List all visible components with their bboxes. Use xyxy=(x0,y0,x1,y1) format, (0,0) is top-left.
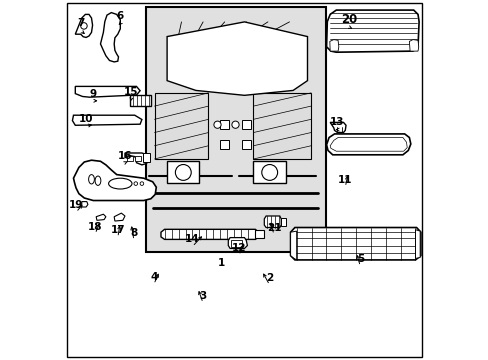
Polygon shape xyxy=(415,230,419,258)
Text: 3: 3 xyxy=(199,291,206,301)
Text: 10: 10 xyxy=(79,114,93,124)
Ellipse shape xyxy=(88,175,94,184)
Text: 1: 1 xyxy=(217,258,224,268)
Circle shape xyxy=(140,182,143,185)
Circle shape xyxy=(231,121,239,128)
Polygon shape xyxy=(96,214,106,220)
Text: 20: 20 xyxy=(340,13,356,26)
Polygon shape xyxy=(75,86,140,97)
Text: 21: 21 xyxy=(266,222,281,233)
Bar xyxy=(130,95,151,106)
Text: 8: 8 xyxy=(130,228,137,238)
Polygon shape xyxy=(81,202,88,207)
Bar xyxy=(127,156,133,161)
Text: 11: 11 xyxy=(337,175,352,185)
Bar xyxy=(241,120,250,129)
Circle shape xyxy=(261,165,277,180)
Polygon shape xyxy=(161,229,258,239)
Text: 13: 13 xyxy=(329,117,344,127)
Circle shape xyxy=(213,121,221,128)
Text: 5: 5 xyxy=(356,254,363,264)
Text: 14: 14 xyxy=(184,234,199,244)
Polygon shape xyxy=(408,40,418,51)
Polygon shape xyxy=(290,228,420,260)
Polygon shape xyxy=(329,40,338,51)
Bar xyxy=(220,140,229,149)
Polygon shape xyxy=(329,122,346,132)
Bar xyxy=(280,218,285,226)
Ellipse shape xyxy=(95,176,101,185)
Ellipse shape xyxy=(108,178,132,189)
Polygon shape xyxy=(253,161,285,184)
Text: 2: 2 xyxy=(265,273,273,283)
Polygon shape xyxy=(253,93,310,159)
Bar xyxy=(220,120,229,129)
Circle shape xyxy=(134,182,137,185)
Text: 15: 15 xyxy=(123,87,138,97)
Text: 6: 6 xyxy=(117,11,123,21)
Bar xyxy=(231,240,242,247)
Text: 17: 17 xyxy=(110,225,125,235)
Polygon shape xyxy=(75,14,92,37)
Polygon shape xyxy=(154,93,208,159)
Polygon shape xyxy=(72,115,142,125)
Polygon shape xyxy=(167,22,307,95)
Text: 19: 19 xyxy=(69,200,83,210)
Text: 9: 9 xyxy=(89,89,96,99)
Circle shape xyxy=(175,165,191,180)
Circle shape xyxy=(81,23,87,29)
Text: 4: 4 xyxy=(150,272,157,282)
Text: 7: 7 xyxy=(77,18,84,28)
Polygon shape xyxy=(228,238,247,248)
Polygon shape xyxy=(101,13,120,62)
Polygon shape xyxy=(290,231,296,260)
Bar xyxy=(241,140,250,149)
Polygon shape xyxy=(167,161,199,184)
Bar xyxy=(145,7,325,252)
Polygon shape xyxy=(326,10,418,52)
Polygon shape xyxy=(264,216,281,228)
Bar xyxy=(142,153,150,162)
Bar xyxy=(135,156,141,161)
Text: 16: 16 xyxy=(118,150,132,161)
Polygon shape xyxy=(114,213,125,221)
Polygon shape xyxy=(73,160,156,201)
Polygon shape xyxy=(125,153,149,165)
Text: 12: 12 xyxy=(231,243,246,253)
Bar xyxy=(255,230,264,238)
Polygon shape xyxy=(326,134,410,155)
Text: 18: 18 xyxy=(88,222,102,232)
